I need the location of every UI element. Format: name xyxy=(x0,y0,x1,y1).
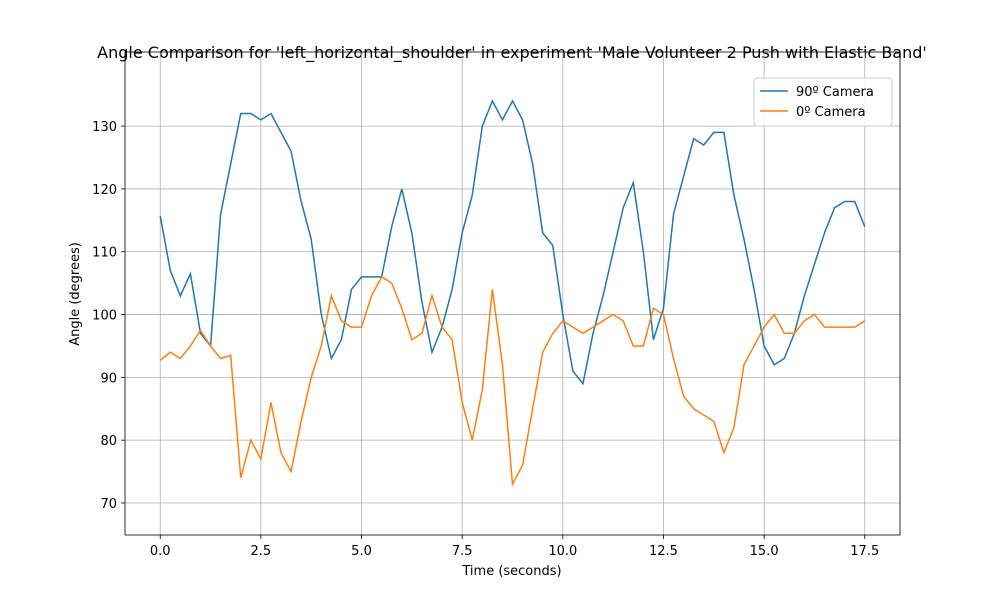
y-axis-label: Angle (degrees) xyxy=(68,242,83,346)
x-axis-label: Time (seconds) xyxy=(461,564,561,579)
legend-label: 90º Camera xyxy=(796,85,874,100)
y-tick-label: 100 xyxy=(92,309,117,324)
x-tick-label: 10.0 xyxy=(548,544,577,559)
x-tick-label: 2.5 xyxy=(251,544,272,559)
y-tick-label: 80 xyxy=(100,434,117,449)
y-tick-label: 110 xyxy=(92,246,117,261)
y-tick-label: 130 xyxy=(92,120,117,135)
series-line xyxy=(159,275,866,487)
y-tick-label: 70 xyxy=(100,497,117,512)
x-tick-label: 5.0 xyxy=(351,544,372,559)
legend: 90º Camera 0º Camera xyxy=(753,77,893,127)
legend-box xyxy=(753,77,893,127)
x-tick-label: 0.0 xyxy=(150,544,171,559)
series-line xyxy=(159,99,866,386)
x-tick-label: 7.5 xyxy=(452,544,473,559)
y-tick-label: 120 xyxy=(92,183,117,198)
chart-title: Angle Comparison for 'left_horizontal_sh… xyxy=(97,43,927,63)
x-tick-label: 17.5 xyxy=(850,544,879,559)
x-tick-label: 12.5 xyxy=(649,544,678,559)
legend-label: 0º Camera xyxy=(796,105,866,120)
x-tick-label: 15.0 xyxy=(750,544,779,559)
y-tick-label: 90 xyxy=(100,371,117,386)
plot-frame xyxy=(124,51,901,536)
